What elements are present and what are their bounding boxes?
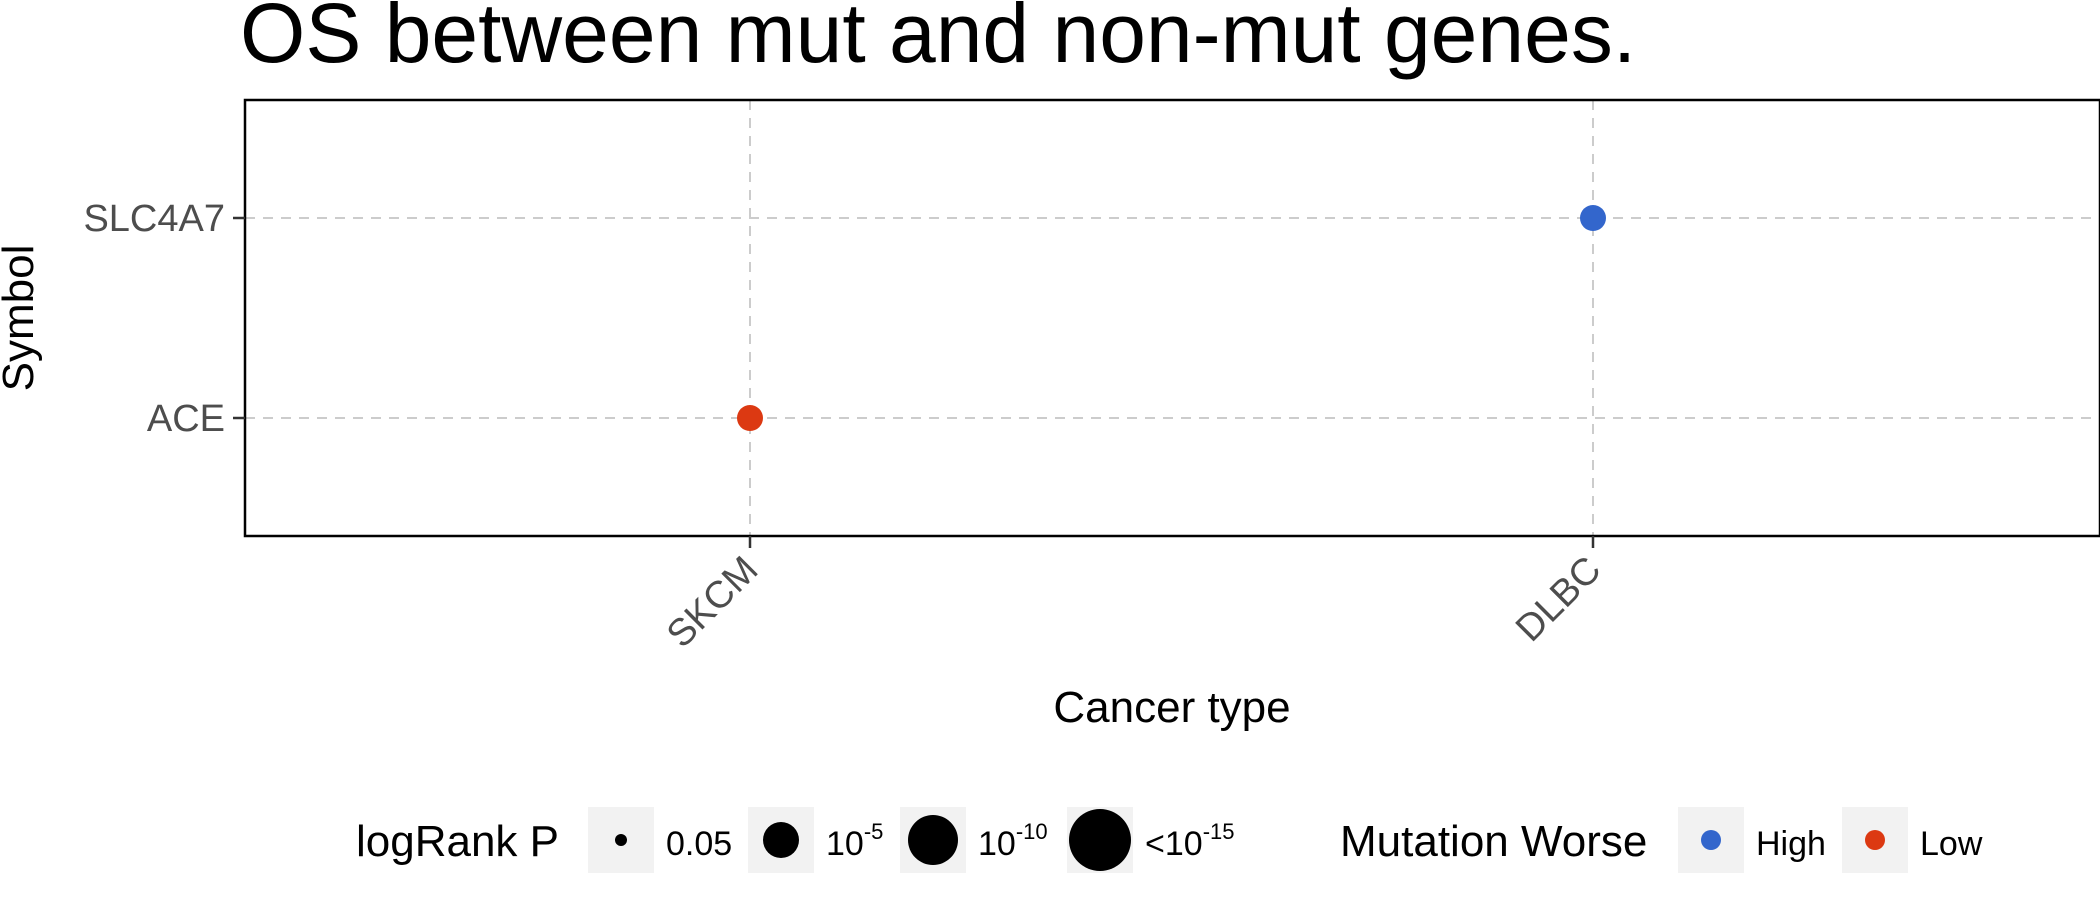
- x-axis-title: Cancer type: [1053, 683, 1290, 732]
- color-legend-label: Low: [1920, 825, 1983, 863]
- y-tick-label: ACE: [147, 398, 225, 440]
- data-point: [1580, 205, 1606, 231]
- y-tick-label: SLC4A7: [83, 198, 225, 240]
- color-legend-label: High: [1756, 825, 1826, 863]
- color-legend-title: Mutation Worse: [1340, 817, 1647, 866]
- plot-panel: [243, 98, 2100, 538]
- color-legend-dot: [1865, 830, 1885, 850]
- size-legend-label: 10-10: [978, 819, 1048, 863]
- size-legend-dot: [1069, 809, 1131, 871]
- size-legend-title: logRank P: [356, 817, 559, 866]
- chart-title: OS between mut and non-mut genes.: [240, 0, 1636, 80]
- legend: logRank P 0.05 10-5 10-10 <10-15 Mutation W…: [356, 807, 1983, 873]
- data-point: [737, 405, 763, 431]
- x-tick-label: SKCM: [659, 549, 766, 656]
- grid: [245, 100, 2100, 536]
- y-axis: ACE SLC4A7: [83, 198, 245, 440]
- size-legend-label: 0.05: [666, 825, 732, 863]
- size-legend-dot: [763, 822, 799, 858]
- size-legend-label: 10-5: [826, 819, 883, 863]
- data-points: [737, 205, 1606, 431]
- size-legend-dot: [615, 834, 627, 846]
- size-legend-dot: [908, 815, 958, 865]
- size-legend-label: <10-15: [1145, 819, 1234, 863]
- x-axis: SKCM DLBC: [659, 536, 1609, 656]
- color-legend-dot: [1701, 830, 1721, 850]
- y-axis-title: Symbol: [0, 245, 43, 392]
- x-tick-label: DLBC: [1508, 549, 1609, 650]
